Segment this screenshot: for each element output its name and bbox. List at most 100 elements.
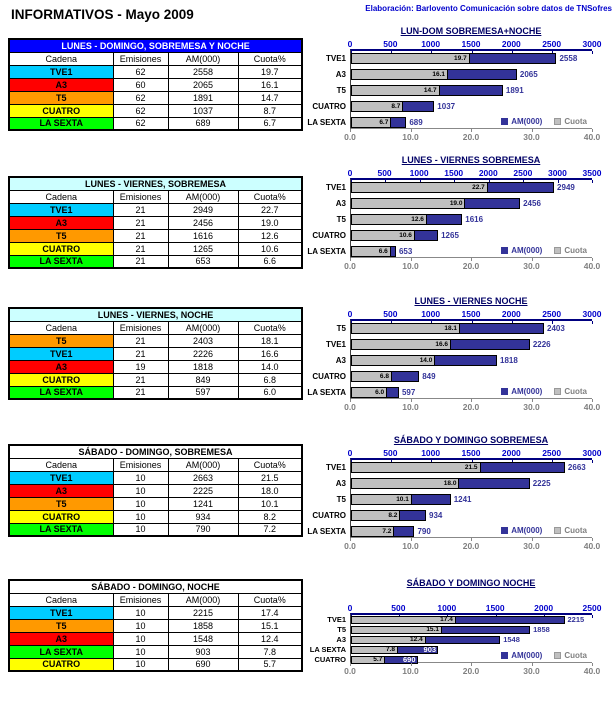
column-header: Cadena	[8, 189, 114, 204]
column-header: AM(000)	[167, 320, 239, 335]
am-legend-swatch-icon	[501, 652, 509, 659]
table-header-row: Cadena Emisiones AM(000) Cuota%	[8, 592, 303, 607]
audience-table: LUNES - DOMINGO, SOBREMESA Y NOCHE Caden…	[8, 38, 304, 131]
cuota-cell: 6.0	[237, 385, 303, 400]
chart-category-label: CUATRO	[314, 655, 346, 664]
top-axis-tick-label: 3500	[582, 168, 602, 178]
chart-legend: AM(000) Cuota	[501, 651, 587, 660]
bottom-axis-tick-label: 40.0	[583, 402, 601, 412]
top-axis-tick	[351, 51, 352, 54]
chart-category-label: LA SEXTA	[307, 388, 346, 397]
am-cell: 1616	[167, 228, 239, 243]
cuota-value-label: 18.1	[444, 325, 458, 332]
cuota-value-label: 10.1	[396, 496, 409, 503]
chart-plot-area: AM(000) Cuota TVE1 19.7 2558 A3 16.1 2065 T5 14…	[307, 49, 593, 129]
cuota-value-label: 22.7	[472, 184, 485, 191]
column-header: Cuota%	[237, 51, 303, 66]
channel-cell: A3	[8, 215, 114, 230]
chart-bar-row: TVE1 16.6 2226	[326, 337, 592, 353]
am-value-label: 1548	[503, 635, 520, 644]
cuota-cell: 7.8	[237, 644, 303, 659]
table-row: T5 10 1241 10.1	[8, 496, 303, 511]
am-cell: 689	[167, 116, 239, 131]
chart-bar-row: CUATRO 8.7 1037	[312, 99, 592, 115]
top-axis-tick	[391, 460, 393, 463]
legend-item-cuota: Cuota	[554, 246, 587, 255]
cuota-bar	[351, 214, 427, 225]
top-axis-tick-label: 2000	[478, 168, 498, 178]
top-axis-tick-label: 3000	[582, 39, 602, 49]
top-axis-tick	[557, 180, 559, 183]
cuota-bar	[351, 53, 470, 64]
table-row: T5 21 2403 18.1	[8, 333, 303, 348]
cuota-bar	[351, 387, 388, 398]
am-cell: 2558	[167, 64, 239, 79]
top-axis-tick-label: 1500	[461, 39, 481, 49]
cuota-cell: 19.0	[237, 215, 303, 230]
am-value-label: 597	[401, 388, 416, 397]
top-axis-tick-label: 500	[391, 603, 406, 613]
chart-title: LUN-DOM SOBREMESA+NOCHE	[400, 26, 542, 36]
cuota-bar	[351, 371, 392, 382]
channel-cell: T5	[8, 333, 114, 348]
column-header: Cadena	[8, 592, 114, 607]
top-axis-tick	[431, 321, 433, 324]
bottom-axis-tick	[350, 129, 351, 132]
cuota-value-label: 19.0	[449, 200, 463, 207]
channel-cell: LA SEXTA	[8, 254, 114, 269]
am-value-label: 1037	[437, 102, 456, 111]
emisiones-cell: 10	[112, 483, 169, 498]
channel-cell: T5	[8, 496, 114, 511]
top-axis-tick	[551, 51, 553, 54]
bottom-axis-tick-label: 20.0	[462, 402, 480, 412]
cuota-value-label: 16.6	[435, 341, 448, 348]
bottom-axis-tick-label: 30.0	[523, 666, 540, 676]
top-axis-tick	[488, 180, 490, 183]
cuota-cell: 5.7	[237, 657, 303, 672]
table-row: CUATRO 10 690 5.7	[8, 657, 303, 672]
chart-bar-row: T5 10.1 1241	[337, 492, 592, 508]
chart-bar-row: A3 19.0 2456	[336, 196, 592, 212]
emisiones-cell: 10	[112, 470, 169, 485]
chart-plot-area: AM(000) Cuota T5 18.1 2403 TVE1 16.6 2226 A3 14…	[307, 319, 593, 399]
am-value-label: 1241	[453, 495, 472, 504]
am-value-label: 2215	[567, 615, 585, 624]
chart-legend: AM(000) Cuota	[501, 526, 587, 535]
cuota-legend-swatch-icon	[554, 388, 562, 395]
top-axis-tick	[391, 51, 393, 54]
table-row: A3 19 1818 14.0	[8, 359, 303, 374]
am-value-label: 2456	[523, 199, 541, 208]
column-header: Cadena	[8, 320, 114, 335]
column-header: Emisiones	[112, 51, 169, 66]
bottom-axis-tick-label: 0.0	[344, 261, 356, 271]
am-value-label: 2225	[532, 479, 551, 488]
cuota-cell: 12.6	[237, 228, 303, 243]
top-axis-tick-label: 3000	[582, 448, 602, 458]
top-axis-tick	[471, 51, 473, 54]
column-header: AM(000)	[167, 51, 239, 66]
chart-category-label: TVE1	[325, 183, 346, 192]
cuota-cell: 7.2	[237, 522, 303, 537]
bottom-axis-tick	[471, 663, 472, 666]
bottom-axis-tick-label: 30.0	[523, 541, 540, 551]
top-axis-tick-label: 2000	[501, 39, 521, 49]
cuota-cell: 12.4	[237, 631, 303, 646]
emisiones-cell: 21	[112, 385, 169, 400]
bottom-axis-tick-label: 20.0	[462, 132, 480, 142]
chart-category-label: T5	[336, 86, 346, 95]
cuota-value-label: 6.6	[378, 248, 388, 255]
emisiones-cell: 10	[112, 509, 169, 524]
chart-category-label: LA SEXTA	[307, 247, 346, 256]
bottom-axis-tick-label: 20.0	[462, 261, 480, 271]
channel-cell: LA SEXTA	[8, 385, 114, 400]
legend-item-cuota: Cuota	[554, 651, 587, 660]
am-legend-swatch-icon	[501, 527, 509, 534]
top-axis-tick	[419, 180, 421, 183]
chart-top-axis: 0 500 1000 1500 2000 2500 3000	[348, 307, 602, 319]
cuota-cell: 18.0	[237, 483, 303, 498]
bottom-axis-tick	[350, 399, 351, 402]
chart-category-label: A3	[335, 199, 346, 208]
table-row: LA SEXTA 21 653 6.6	[8, 254, 303, 269]
bottom-axis-tick	[592, 663, 593, 666]
bottom-axis-tick-label: 0.0	[344, 132, 356, 142]
